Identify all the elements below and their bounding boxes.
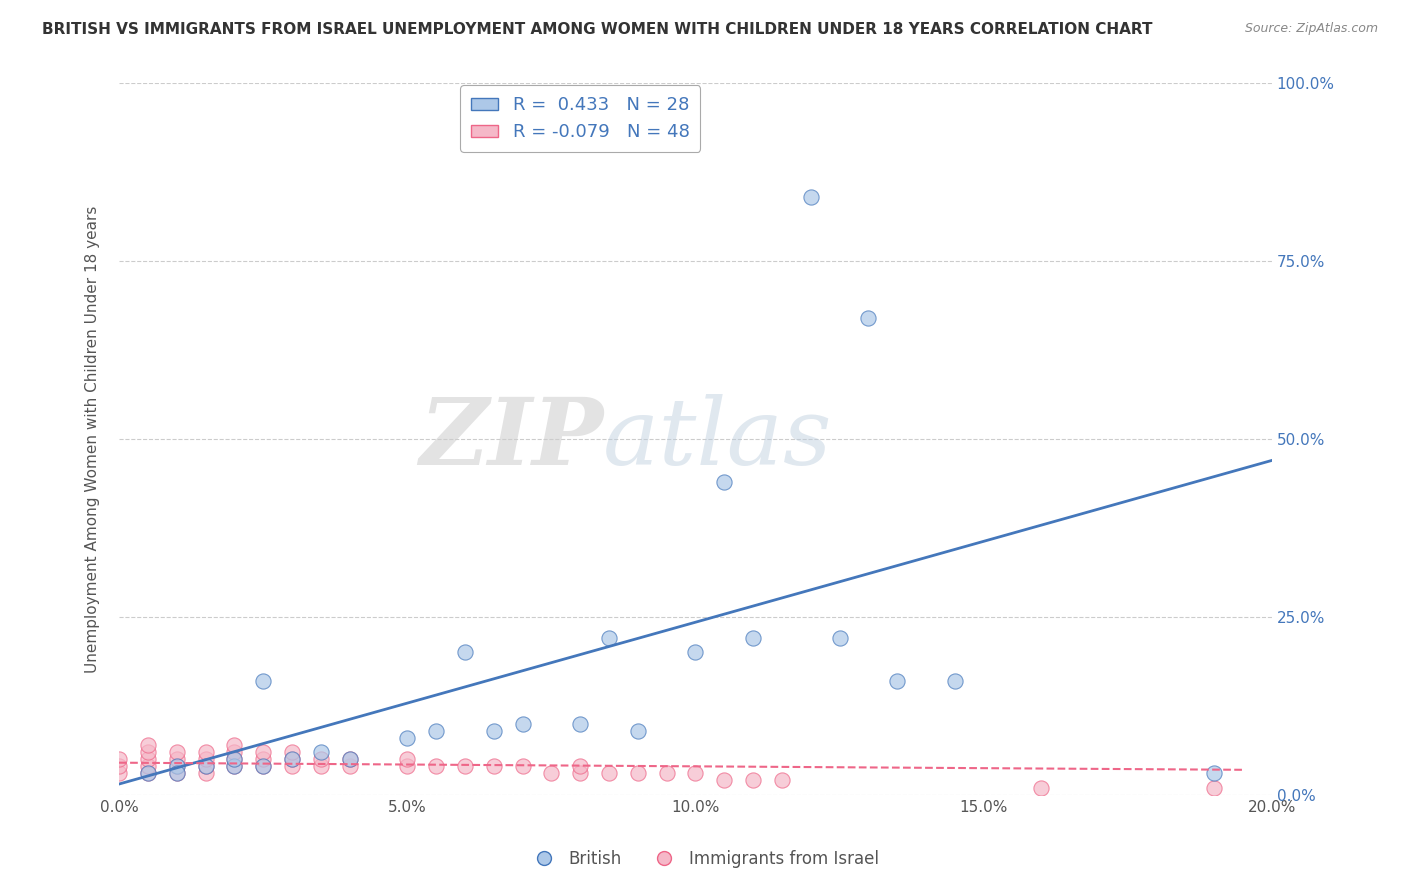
Point bbox=[598, 631, 620, 645]
Point bbox=[136, 745, 159, 759]
Point bbox=[224, 738, 246, 752]
Point bbox=[309, 752, 332, 766]
Text: Source: ZipAtlas.com: Source: ZipAtlas.com bbox=[1244, 22, 1378, 36]
Point bbox=[1204, 766, 1226, 780]
Point bbox=[281, 752, 304, 766]
Point bbox=[482, 759, 505, 773]
Point bbox=[569, 716, 592, 731]
Point bbox=[309, 745, 332, 759]
Legend: British, Immigrants from Israel: British, Immigrants from Israel bbox=[520, 844, 886, 875]
Point bbox=[540, 766, 562, 780]
Point bbox=[194, 766, 217, 780]
Point bbox=[136, 766, 159, 780]
Point bbox=[627, 766, 650, 780]
Point bbox=[512, 759, 534, 773]
Point bbox=[136, 752, 159, 766]
Point bbox=[943, 673, 966, 688]
Point bbox=[136, 759, 159, 773]
Point bbox=[224, 752, 246, 766]
Point bbox=[252, 752, 274, 766]
Point bbox=[252, 673, 274, 688]
Point bbox=[713, 773, 735, 788]
Point bbox=[396, 759, 419, 773]
Point bbox=[685, 645, 707, 659]
Point bbox=[454, 645, 477, 659]
Point bbox=[569, 759, 592, 773]
Text: ZIP: ZIP bbox=[419, 394, 603, 484]
Point bbox=[425, 759, 447, 773]
Point bbox=[166, 752, 188, 766]
Point bbox=[166, 759, 188, 773]
Point bbox=[194, 745, 217, 759]
Point bbox=[627, 723, 650, 738]
Point bbox=[108, 752, 131, 766]
Point bbox=[742, 773, 765, 788]
Point bbox=[252, 745, 274, 759]
Point bbox=[886, 673, 908, 688]
Point bbox=[136, 766, 159, 780]
Point bbox=[396, 752, 419, 766]
Point bbox=[1031, 780, 1053, 795]
Point bbox=[396, 731, 419, 745]
Point bbox=[569, 766, 592, 780]
Point bbox=[224, 759, 246, 773]
Point bbox=[512, 716, 534, 731]
Point bbox=[252, 759, 274, 773]
Point bbox=[339, 752, 361, 766]
Point bbox=[685, 766, 707, 780]
Point bbox=[194, 759, 217, 773]
Point bbox=[339, 752, 361, 766]
Point bbox=[166, 766, 188, 780]
Point bbox=[252, 759, 274, 773]
Point bbox=[108, 759, 131, 773]
Point bbox=[858, 311, 880, 326]
Point bbox=[425, 723, 447, 738]
Legend: R =  0.433   N = 28, R = -0.079   N = 48: R = 0.433 N = 28, R = -0.079 N = 48 bbox=[460, 86, 700, 152]
Point bbox=[166, 759, 188, 773]
Point bbox=[800, 190, 823, 204]
Point bbox=[742, 631, 765, 645]
Point bbox=[194, 759, 217, 773]
Point bbox=[166, 745, 188, 759]
Point bbox=[224, 745, 246, 759]
Point bbox=[108, 766, 131, 780]
Point bbox=[655, 766, 678, 780]
Point bbox=[713, 475, 735, 489]
Point bbox=[224, 752, 246, 766]
Point bbox=[281, 759, 304, 773]
Point bbox=[482, 723, 505, 738]
Point bbox=[598, 766, 620, 780]
Y-axis label: Unemployment Among Women with Children Under 18 years: Unemployment Among Women with Children U… bbox=[86, 205, 100, 673]
Point bbox=[281, 745, 304, 759]
Point bbox=[224, 759, 246, 773]
Point bbox=[828, 631, 851, 645]
Text: atlas: atlas bbox=[603, 394, 832, 484]
Point bbox=[454, 759, 477, 773]
Point bbox=[770, 773, 793, 788]
Point bbox=[339, 759, 361, 773]
Point bbox=[136, 738, 159, 752]
Text: BRITISH VS IMMIGRANTS FROM ISRAEL UNEMPLOYMENT AMONG WOMEN WITH CHILDREN UNDER 1: BRITISH VS IMMIGRANTS FROM ISRAEL UNEMPL… bbox=[42, 22, 1153, 37]
Point bbox=[194, 752, 217, 766]
Point bbox=[281, 752, 304, 766]
Point bbox=[309, 759, 332, 773]
Point bbox=[166, 766, 188, 780]
Point bbox=[1204, 780, 1226, 795]
